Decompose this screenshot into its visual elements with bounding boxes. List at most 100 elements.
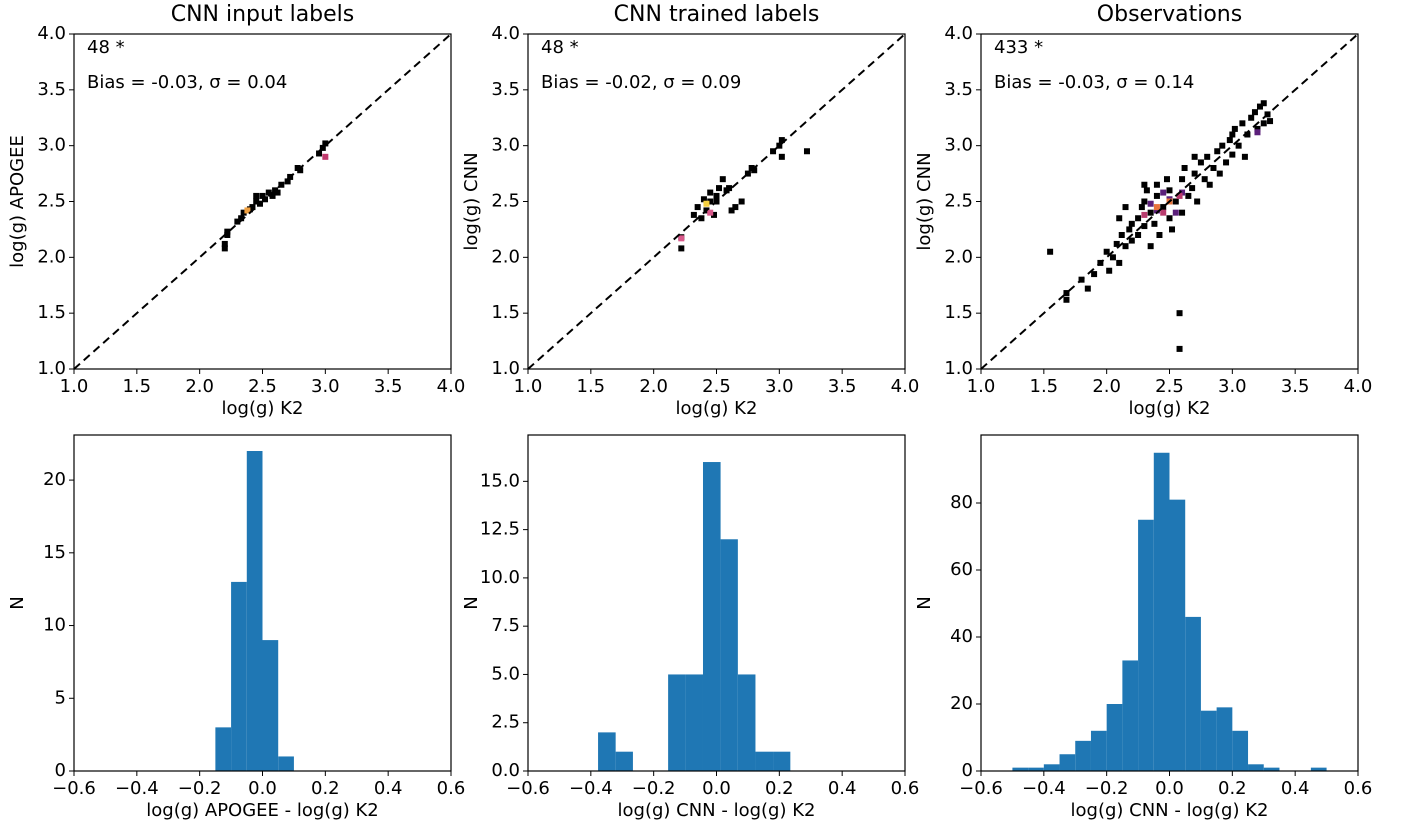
density-cell: [265, 189, 272, 196]
axes-frame: [527, 434, 906, 772]
y-tick-label: 3.5: [491, 79, 520, 100]
density-cell: [1260, 100, 1267, 107]
density-cell: [1109, 254, 1116, 261]
density-cell: [274, 189, 281, 196]
density-cell: [1206, 181, 1213, 188]
density-cell: [1194, 198, 1201, 205]
y-tick-label: 2.5: [944, 191, 973, 212]
density-cell: [1147, 209, 1154, 216]
density-cell: [238, 215, 245, 222]
density-cell: [1160, 189, 1167, 196]
y-tick-label: 12.5: [480, 519, 520, 540]
x-tick-label: 0.2: [1218, 778, 1247, 799]
bar: [1122, 660, 1139, 771]
x-tick-label: 0.6: [437, 778, 466, 799]
y-tick-label: 2.5: [37, 191, 66, 212]
x-axis-label: log(g) CNN - log(g) K2: [618, 800, 816, 821]
density-cell: [1128, 220, 1135, 227]
axes-frame: [73, 434, 452, 772]
bar: [702, 462, 721, 771]
density-cell: [678, 245, 685, 252]
y-tick-label: 3.0: [491, 135, 520, 156]
y-tick-label: 60: [950, 559, 973, 580]
density-cell: [1151, 220, 1158, 227]
density-cell: [1176, 192, 1183, 199]
y-axis-label: N: [914, 596, 935, 609]
bar: [1059, 754, 1076, 771]
x-tick-label: 0.4: [828, 778, 857, 799]
density-cell: [1084, 285, 1091, 292]
x-tick-label: 0.4: [374, 778, 403, 799]
density-cell: [1197, 159, 1204, 166]
x-tick-label: 2.0: [639, 376, 668, 397]
annotation: Bias = -0.02, σ = 0.09: [541, 72, 741, 93]
x-tick-label: 2.0: [1092, 376, 1121, 397]
bar: [1012, 767, 1029, 771]
x-tick-label: 2.5: [1155, 376, 1184, 397]
density-cell: [778, 153, 785, 160]
density-cell: [778, 137, 785, 144]
y-axis-label: N: [7, 596, 28, 609]
axes-frame: [980, 33, 1359, 370]
y-tick-label: 3.0: [37, 135, 66, 156]
y-tick-label: 1.0: [37, 358, 66, 379]
density-cell: [700, 196, 707, 203]
y-tick-label: 5.0: [491, 663, 520, 684]
y-tick-label: 2.5: [491, 712, 520, 733]
bar: [1090, 730, 1107, 771]
x-tick-label: −0.4: [569, 778, 613, 799]
density-cell: [710, 211, 717, 218]
density-cell: [1226, 137, 1233, 144]
density-cell: [1235, 142, 1242, 149]
x-tick-label: 1.5: [577, 376, 606, 397]
density-cell: [738, 198, 745, 205]
density-cell: [1091, 271, 1098, 278]
bar: [246, 451, 263, 771]
y-tick-label: 1.5: [37, 302, 66, 323]
x-axis-label: log(g) CNN - log(g) K2: [1071, 800, 1269, 821]
density-cell: [707, 198, 714, 205]
density-cell: [1047, 248, 1054, 255]
density-cell: [1176, 310, 1183, 317]
x-tick-label: 0.6: [1344, 778, 1373, 799]
density-cell: [1128, 237, 1135, 244]
density-cell: [253, 198, 260, 205]
bar: [1200, 710, 1217, 771]
density-cell: [1153, 204, 1160, 211]
bar: [755, 751, 774, 771]
density-cell: [1241, 153, 1248, 160]
density-cell: [1181, 165, 1188, 171]
density-cell: [776, 142, 783, 149]
bar: [1028, 767, 1044, 771]
annotation: Bias = -0.03, σ = 0.04: [87, 72, 287, 93]
x-tick-label: 1.5: [123, 376, 152, 397]
x-tick-label: 0.2: [765, 778, 794, 799]
density-cell: [224, 228, 231, 235]
identity-line: [980, 33, 1359, 370]
density-cell: [1147, 200, 1154, 207]
density-cell: [262, 196, 269, 203]
x-tick-label: −0.2: [178, 778, 222, 799]
density-cell: [224, 232, 231, 238]
density-cell: [297, 167, 304, 174]
y-tick-label: 15.0: [480, 470, 520, 491]
bar: [1106, 704, 1123, 771]
density-cell: [719, 176, 726, 183]
bar: [1043, 764, 1060, 771]
density-cell: [1172, 198, 1179, 205]
y-tick-label: 0: [55, 760, 66, 781]
x-axis-label: log(g) K2: [1129, 398, 1211, 419]
density-cell: [1176, 345, 1183, 352]
density-cell: [269, 192, 276, 199]
density-cell: [744, 170, 751, 177]
density-cell: [803, 148, 810, 155]
density-cell: [322, 140, 329, 147]
density-cell: [1210, 165, 1217, 171]
subplot-title: CNN trained labels: [614, 2, 820, 27]
density-cell: [751, 167, 758, 174]
density-cell: [1254, 129, 1261, 136]
bar: [685, 674, 703, 771]
density-cell: [1116, 215, 1123, 222]
y-axis-label: log(g) APOGEE: [7, 135, 28, 268]
y-tick-label: 15: [43, 542, 66, 563]
